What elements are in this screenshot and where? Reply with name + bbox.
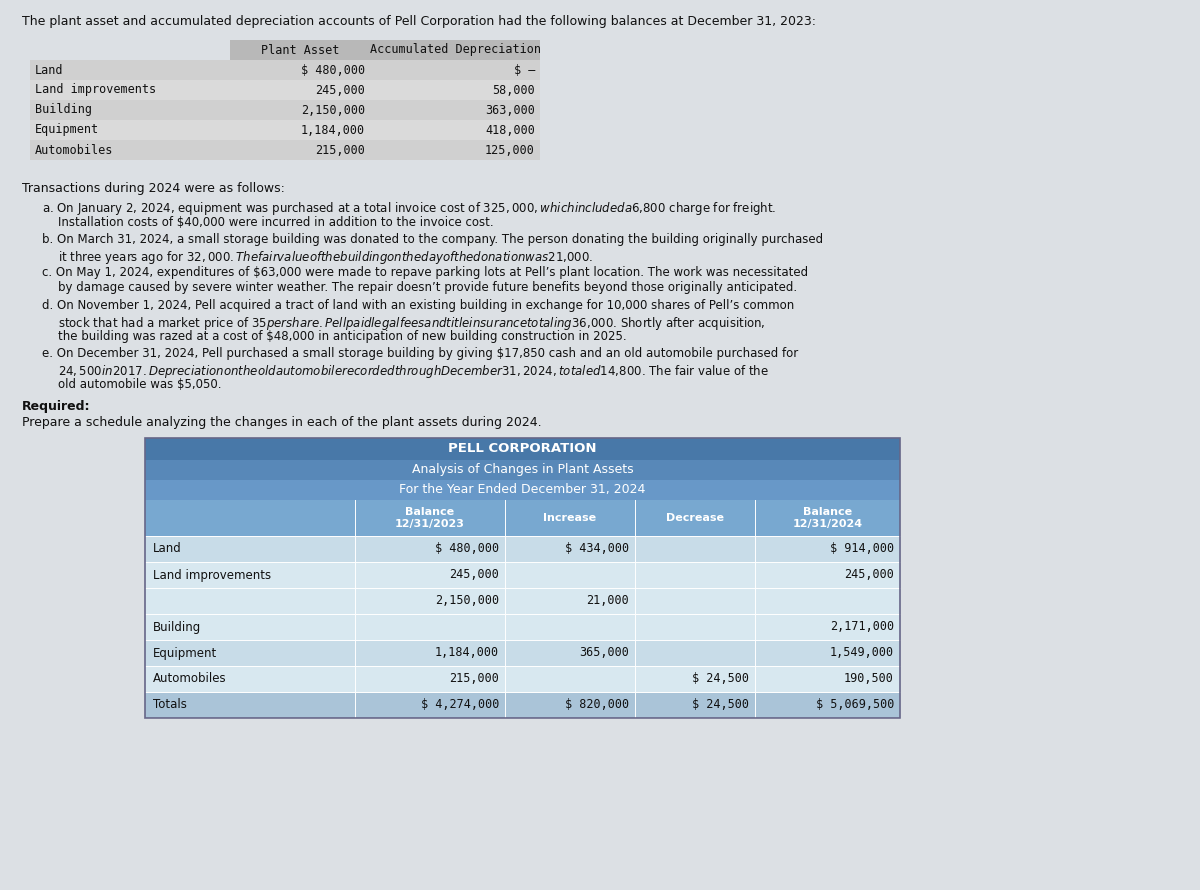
Text: 363,000: 363,000 <box>485 103 535 117</box>
Bar <box>370 80 540 100</box>
Text: 2,150,000: 2,150,000 <box>434 595 499 608</box>
Text: c. On May 1, 2024, expenditures of $63,000 were made to repave parking lots at P: c. On May 1, 2024, expenditures of $63,0… <box>42 266 808 279</box>
Bar <box>145 640 900 666</box>
Bar <box>145 460 900 480</box>
Text: Equipment: Equipment <box>35 124 100 136</box>
Text: $ 4,274,000: $ 4,274,000 <box>421 699 499 711</box>
Bar <box>145 438 900 460</box>
Text: Required:: Required: <box>22 400 90 413</box>
Text: Automobiles: Automobiles <box>154 673 227 685</box>
Text: 2,150,000: 2,150,000 <box>301 103 365 117</box>
Bar <box>230 60 370 80</box>
Bar <box>145 614 900 640</box>
Text: 245,000: 245,000 <box>844 569 894 581</box>
Text: Balance
12/31/2023: Balance 12/31/2023 <box>395 507 464 529</box>
Text: 2,171,000: 2,171,000 <box>830 620 894 634</box>
Bar <box>145 588 900 614</box>
Bar <box>30 120 230 140</box>
Text: Land: Land <box>35 63 64 77</box>
Text: Automobiles: Automobiles <box>35 143 113 157</box>
Bar <box>370 120 540 140</box>
Bar <box>30 140 230 160</box>
Bar <box>370 60 540 80</box>
Bar <box>145 480 900 500</box>
Bar <box>145 666 900 692</box>
Text: The plant asset and accumulated depreciation accounts of Pell Corporation had th: The plant asset and accumulated deprecia… <box>22 15 816 28</box>
Bar <box>230 100 370 120</box>
Text: Building: Building <box>35 103 92 117</box>
Bar <box>370 40 540 60</box>
Text: 1,184,000: 1,184,000 <box>434 646 499 659</box>
Bar <box>145 500 900 536</box>
Bar <box>370 140 540 160</box>
Text: Decrease: Decrease <box>666 513 724 523</box>
Text: Plant Asset: Plant Asset <box>260 44 340 56</box>
Text: Land: Land <box>154 543 181 555</box>
Text: 1,184,000: 1,184,000 <box>301 124 365 136</box>
Bar <box>145 438 900 718</box>
Text: 58,000: 58,000 <box>492 84 535 96</box>
Text: the building was razed at a cost of $48,000 in anticipation of new building cons: the building was razed at a cost of $48,… <box>58 330 626 343</box>
Text: For the Year Ended December 31, 2024: For the Year Ended December 31, 2024 <box>400 483 646 497</box>
Text: 1,549,000: 1,549,000 <box>830 646 894 659</box>
Text: $ 434,000: $ 434,000 <box>565 543 629 555</box>
Text: $24,500 in 2017. Depreciation on the old automobile recorded through December 31: $24,500 in 2017. Depreciation on the old… <box>58 363 769 380</box>
Text: Equipment: Equipment <box>154 646 217 659</box>
Bar <box>30 80 230 100</box>
Text: Totals: Totals <box>154 699 187 711</box>
Bar <box>230 40 370 60</box>
Text: a. On January 2, 2024, equipment was purchased at a total invoice cost of $325,0: a. On January 2, 2024, equipment was pur… <box>42 200 776 217</box>
Text: stock that had a market price of $35 per share. Pell paid legal fees and title i: stock that had a market price of $35 per… <box>58 314 766 331</box>
Bar <box>145 536 900 562</box>
Text: 215,000: 215,000 <box>316 143 365 157</box>
Bar <box>30 100 230 120</box>
Bar <box>145 692 900 718</box>
Text: $ –: $ – <box>514 63 535 77</box>
Text: 365,000: 365,000 <box>580 646 629 659</box>
Text: Analysis of Changes in Plant Assets: Analysis of Changes in Plant Assets <box>412 464 634 476</box>
Text: 21,000: 21,000 <box>587 595 629 608</box>
Text: b. On March 31, 2024, a small storage building was donated to the company. The p: b. On March 31, 2024, a small storage bu… <box>42 233 823 246</box>
Bar <box>230 140 370 160</box>
Text: 418,000: 418,000 <box>485 124 535 136</box>
Text: $ 24,500: $ 24,500 <box>692 699 749 711</box>
Text: 125,000: 125,000 <box>485 143 535 157</box>
Text: Land improvements: Land improvements <box>154 569 271 581</box>
Text: d. On November 1, 2024, Pell acquired a tract of land with an existing building : d. On November 1, 2024, Pell acquired a … <box>42 299 794 312</box>
Bar <box>30 60 230 80</box>
Text: 215,000: 215,000 <box>449 673 499 685</box>
Text: Transactions during 2024 were as follows:: Transactions during 2024 were as follows… <box>22 182 284 195</box>
Text: $ 480,000: $ 480,000 <box>301 63 365 77</box>
Bar <box>145 562 900 588</box>
Bar <box>370 100 540 120</box>
Text: Increase: Increase <box>544 513 596 523</box>
Text: e. On December 31, 2024, Pell purchased a small storage building by giving $17,8: e. On December 31, 2024, Pell purchased … <box>42 347 798 360</box>
Text: $ 914,000: $ 914,000 <box>830 543 894 555</box>
Bar <box>230 120 370 140</box>
Text: $ 5,069,500: $ 5,069,500 <box>816 699 894 711</box>
Text: $ 24,500: $ 24,500 <box>692 673 749 685</box>
Text: it three years ago for $32,000. The fair value of the building on the day of the: it three years ago for $32,000. The fair… <box>58 248 593 265</box>
Bar <box>230 80 370 100</box>
Text: $ 820,000: $ 820,000 <box>565 699 629 711</box>
Text: Building: Building <box>154 620 202 634</box>
Text: by damage caused by severe winter weather. The repair doesn’t provide future ben: by damage caused by severe winter weathe… <box>58 281 797 295</box>
Text: 245,000: 245,000 <box>316 84 365 96</box>
Text: Prepare a schedule analyzing the changes in each of the plant assets during 2024: Prepare a schedule analyzing the changes… <box>22 416 541 429</box>
Text: Balance
12/31/2024: Balance 12/31/2024 <box>792 507 863 529</box>
Text: 245,000: 245,000 <box>449 569 499 581</box>
Text: $ 480,000: $ 480,000 <box>434 543 499 555</box>
Text: PELL CORPORATION: PELL CORPORATION <box>449 442 596 456</box>
Text: old automobile was $5,050.: old automobile was $5,050. <box>58 378 222 392</box>
Text: Installation costs of $40,000 were incurred in addition to the invoice cost.: Installation costs of $40,000 were incur… <box>58 215 493 229</box>
Text: Land improvements: Land improvements <box>35 84 156 96</box>
Text: Accumulated Depreciation: Accumulated Depreciation <box>370 44 540 56</box>
Text: 190,500: 190,500 <box>844 673 894 685</box>
